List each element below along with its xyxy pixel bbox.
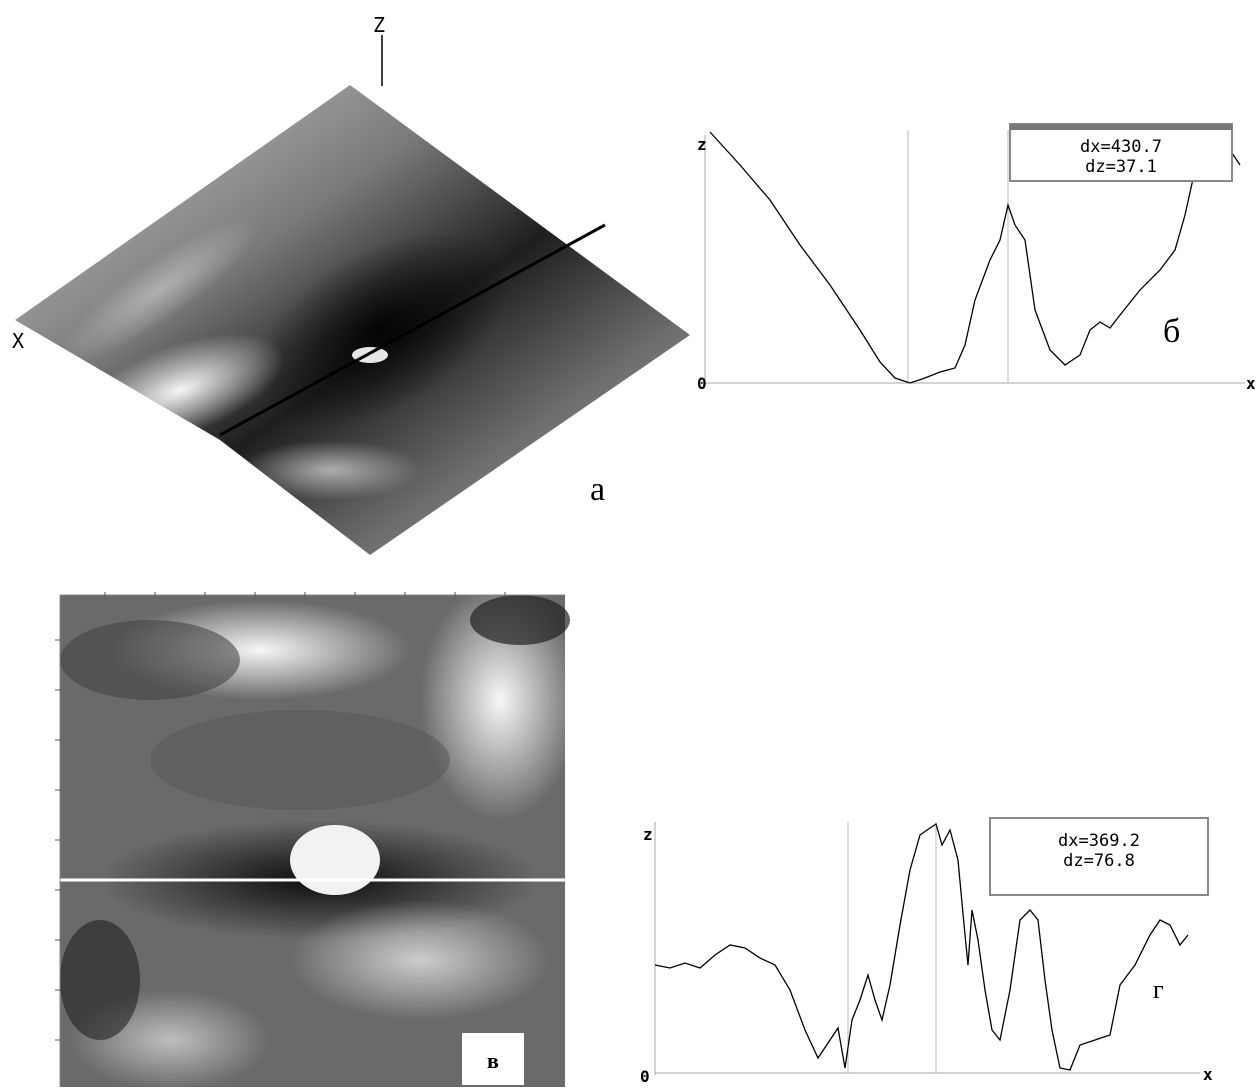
readout-dz: dz=76.8 [1063, 851, 1135, 871]
panel-c: в [55, 580, 580, 1090]
panel-d: z 0 x dx=369.2 dz=76.8 г [640, 818, 1213, 1086]
panel-a: Z X а [12, 13, 690, 555]
axis-label-z: z [643, 825, 653, 844]
axis-origin: 0 [640, 1067, 650, 1086]
panel-label: б [1163, 313, 1180, 350]
figure: Z X а z 0 x dx=430.7 dz=37.1 б [0, 0, 1258, 1091]
axis-label-x: x [1203, 1065, 1213, 1084]
panel-label: г [1153, 975, 1164, 1004]
axis-label-z: Z [373, 13, 385, 37]
axis-origin: 0 [697, 374, 707, 393]
readout-dx: dx=430.7 [1080, 137, 1162, 157]
panel-b: z 0 x dx=430.7 dz=37.1 б [697, 124, 1256, 393]
panel-label: а [590, 471, 605, 508]
readout-header [1010, 124, 1232, 130]
panel-label: в [487, 1048, 499, 1073]
axis-label-z: z [697, 135, 707, 154]
page: Z X а z 0 x dx=430.7 dz=37.1 б [0, 0, 1258, 1091]
axis-label-x: x [1246, 374, 1256, 393]
readout-dz: dz=37.1 [1085, 157, 1157, 177]
readout-dx: dx=369.2 [1058, 831, 1140, 851]
axis-label-x: X [12, 329, 24, 353]
